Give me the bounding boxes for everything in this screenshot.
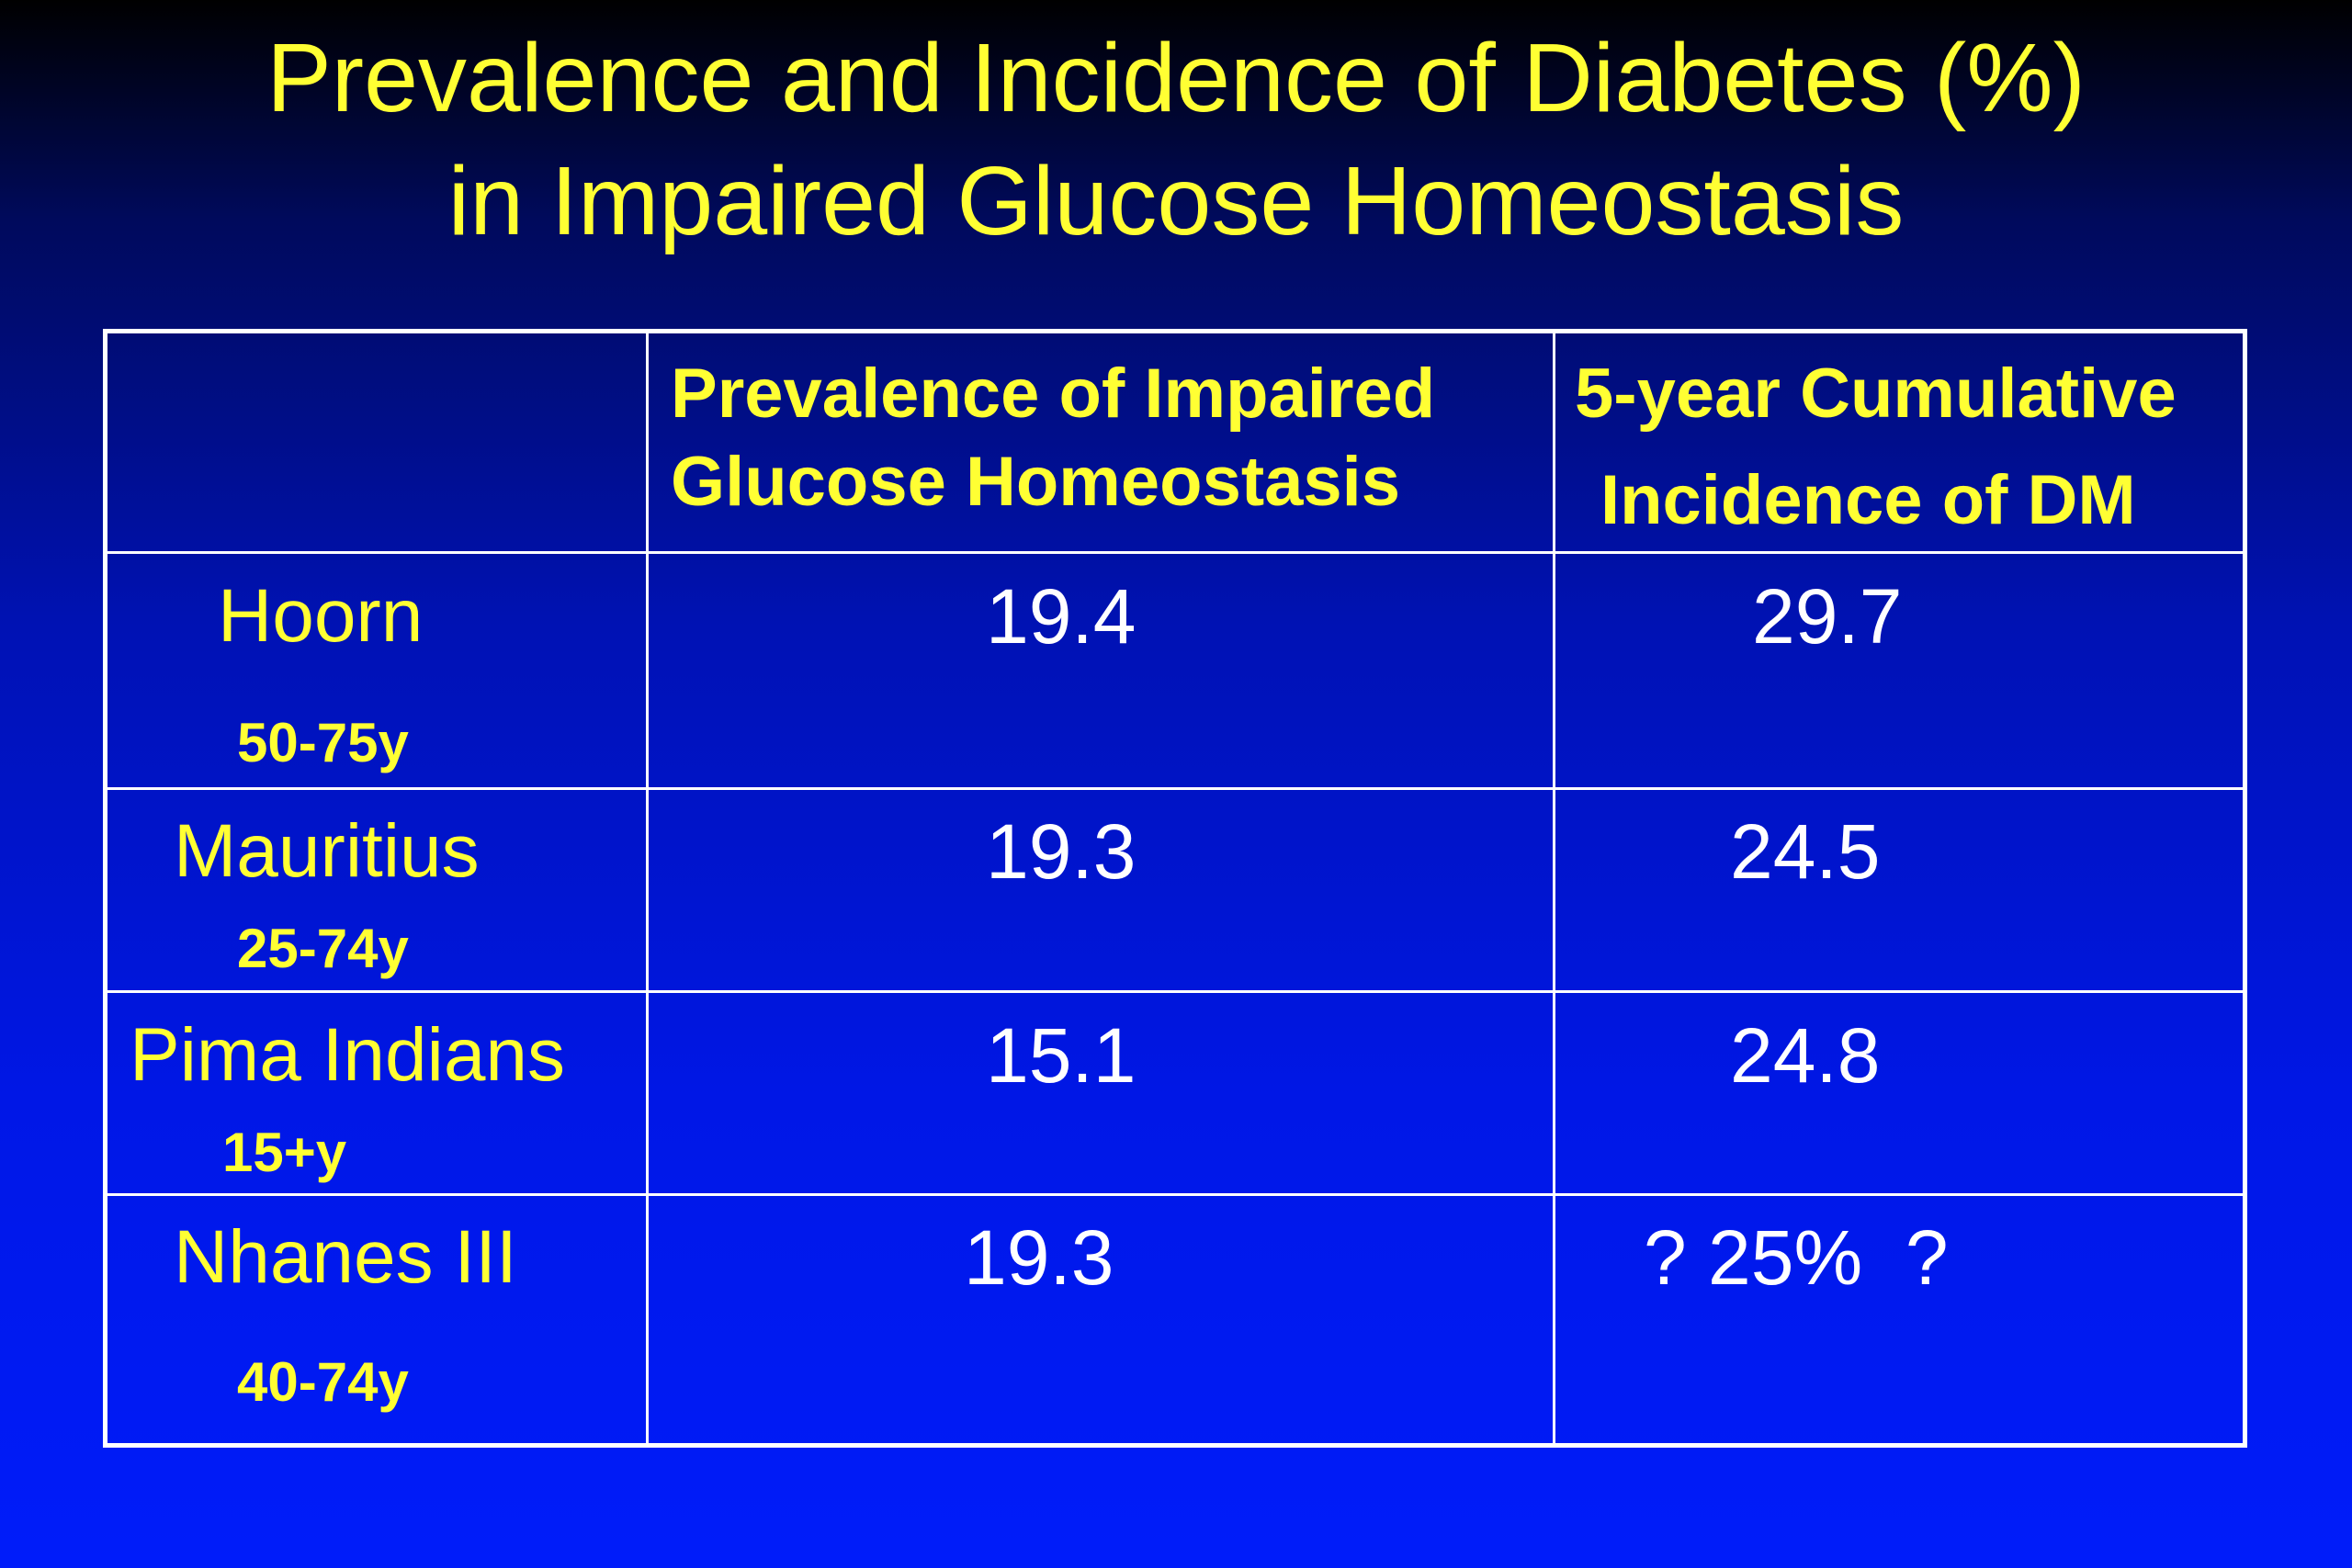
column-divider [1553, 333, 1555, 1443]
data-table: Prevalence of Impaired Glucose Homeostas… [103, 329, 2247, 1448]
prevalence-value: 19.3 [964, 1214, 1114, 1301]
row-age-range: 25-74y [237, 918, 409, 979]
row-divider [107, 1193, 2243, 1196]
header-incidence-line-2: Incidence of DM [1600, 461, 2136, 539]
header-incidence-line-1: 5-year Cumulative [1575, 355, 2177, 433]
prevalence-value: 19.4 [986, 573, 1136, 660]
row-divider [107, 551, 2243, 554]
incidence-value: ? 25% ? [1644, 1214, 1949, 1301]
incidence-value: 24.8 [1730, 1012, 1881, 1099]
header-incidence: 5-year Cumulative Incidence of DM [1575, 350, 2177, 545]
row-site-name: Mauritius [174, 809, 480, 893]
row-site-name: Pima Indians [130, 1013, 566, 1097]
header-prevalence: Prevalence of Impaired Glucose Homeostas… [671, 350, 1435, 526]
header-prevalence-line-2: Glucose Homeostasis [671, 443, 1401, 521]
prevalence-value: 15.1 [986, 1012, 1136, 1099]
header-prevalence-line-1: Prevalence of Impaired [671, 355, 1436, 433]
title-line-1: Prevalence and Incidence of Diabetes (%) [266, 24, 2086, 132]
row-divider [107, 990, 2243, 993]
row-age-range: 15+y [222, 1122, 347, 1183]
incidence-value: 29.7 [1752, 573, 1903, 660]
column-divider [646, 333, 649, 1443]
row-site-name: Nhanes III [174, 1215, 517, 1299]
incidence-value: 24.5 [1730, 808, 1881, 895]
prevalence-value: 19.3 [986, 808, 1136, 895]
slide-title: Prevalence and Incidence of Diabetes (%)… [0, 17, 2352, 263]
row-age-range: 40-74y [237, 1351, 409, 1413]
row-site-name: Hoorn [218, 574, 424, 658]
row-age-range: 50-75y [237, 712, 409, 773]
title-line-2: in Impaired Glucose Homeostasis [447, 147, 1905, 255]
row-divider [107, 787, 2243, 790]
